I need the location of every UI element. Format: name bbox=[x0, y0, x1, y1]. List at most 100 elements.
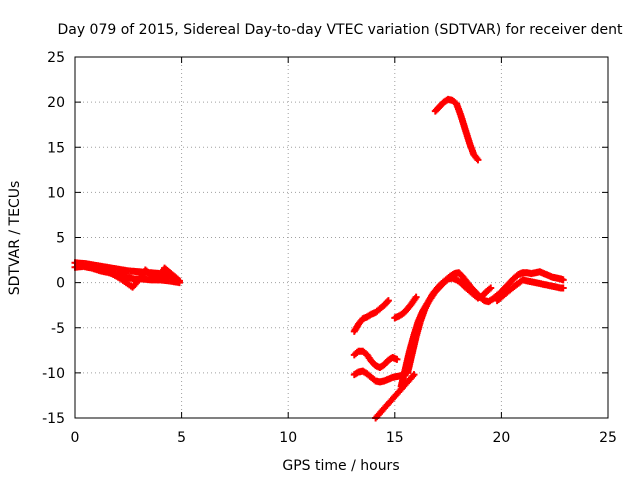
data-point-fill bbox=[373, 306, 382, 315]
data-point-fill bbox=[516, 269, 525, 278]
data-point-fill bbox=[130, 277, 142, 290]
data-point-fill bbox=[117, 275, 129, 285]
data-point-fill bbox=[381, 357, 391, 368]
x-tick-label: 0 bbox=[71, 430, 80, 446]
data-point-fill bbox=[546, 272, 555, 281]
y-tick-labels: -15 -10 -5 0 5 10 15 20 25 bbox=[42, 50, 65, 427]
data-point-fill bbox=[373, 408, 385, 421]
data-point bbox=[412, 293, 420, 301]
data-point-fill bbox=[360, 314, 370, 322]
x-tick-labels: 0 5 10 15 20 25 bbox=[71, 430, 617, 446]
data-point-fill bbox=[356, 316, 366, 327]
data-point-fill bbox=[369, 309, 378, 318]
x-tick-label: 10 bbox=[279, 430, 297, 446]
data-point-fill bbox=[439, 277, 448, 286]
data-point-fill bbox=[149, 273, 160, 283]
data-point-fill bbox=[450, 98, 459, 107]
data-point-fill bbox=[450, 275, 459, 283]
data-point-fill bbox=[392, 387, 404, 399]
y-tick-label: -15 bbox=[42, 411, 65, 427]
data-point-fill bbox=[386, 354, 395, 363]
x-axis-title: GPS time / hours bbox=[282, 458, 399, 474]
data-point-fill bbox=[503, 280, 513, 290]
data-point-fill bbox=[542, 270, 551, 279]
data-point-fill bbox=[456, 270, 466, 280]
data-point-fill bbox=[495, 289, 504, 298]
chart-title: Day 079 of 2015, Sidereal Day-to-day VTE… bbox=[57, 22, 623, 38]
y-tick-label: -5 bbox=[51, 321, 65, 337]
x-tick-label: 15 bbox=[386, 430, 404, 446]
data-point-fill bbox=[377, 302, 387, 312]
y-tick-label: 20 bbox=[47, 95, 65, 111]
data-point-fill bbox=[499, 284, 509, 294]
data-point bbox=[384, 297, 392, 305]
data-point-fill bbox=[352, 348, 361, 358]
y-tick-label: 10 bbox=[47, 185, 65, 201]
series-track-rise-c bbox=[404, 268, 567, 377]
data-point-fill bbox=[162, 265, 174, 276]
data-point-fill bbox=[479, 289, 489, 299]
data-point bbox=[175, 279, 183, 287]
data-point-fill bbox=[495, 287, 512, 303]
data-point-fill bbox=[124, 280, 135, 290]
data-point-fill bbox=[463, 284, 472, 293]
data-point-fill bbox=[381, 298, 391, 308]
data-point-fill bbox=[352, 369, 361, 378]
data-point-fill bbox=[409, 295, 419, 306]
data-point-fill bbox=[437, 99, 447, 109]
data-point-fill bbox=[430, 285, 440, 296]
data-point-fill bbox=[443, 274, 453, 283]
x-tick-label: 20 bbox=[492, 430, 510, 446]
data-point-fill bbox=[448, 271, 457, 279]
data-point-fill bbox=[484, 285, 493, 294]
data-point bbox=[474, 156, 482, 164]
series-track-early-c bbox=[103, 264, 181, 291]
data-point-fill bbox=[386, 374, 395, 383]
data-point-fill bbox=[373, 362, 382, 371]
data-point bbox=[393, 355, 401, 363]
y-axis-title: SDTVAR / TECUs bbox=[7, 181, 23, 296]
data-point-fill bbox=[473, 290, 483, 300]
y-tick-label: 5 bbox=[56, 231, 65, 247]
data-point-fill bbox=[143, 267, 154, 278]
y-tick-label: 0 bbox=[56, 276, 65, 292]
x-tick-label: 25 bbox=[599, 430, 617, 446]
data-point-fill bbox=[377, 362, 387, 371]
data-point-fill bbox=[507, 275, 517, 285]
y-tick-label: 15 bbox=[47, 140, 65, 156]
data-point-fill bbox=[365, 311, 374, 320]
data-point-fill bbox=[478, 294, 487, 303]
data-point-fill bbox=[435, 281, 445, 291]
data-point-fill bbox=[400, 306, 410, 316]
data-point-fill bbox=[458, 280, 468, 290]
data-point-fill bbox=[369, 375, 378, 384]
data-point-fill bbox=[486, 296, 495, 305]
data-point bbox=[487, 284, 495, 292]
axis-ticks bbox=[74, 56, 609, 419]
data-point-fill bbox=[105, 267, 116, 277]
data-series bbox=[71, 95, 567, 422]
series-track-tail bbox=[493, 276, 567, 305]
data-point-fill bbox=[537, 268, 547, 277]
data-point-fill bbox=[405, 301, 415, 311]
data-point-fill bbox=[467, 288, 476, 297]
data-point-fill bbox=[111, 271, 122, 281]
y-tick-label: -10 bbox=[42, 366, 65, 382]
data-point bbox=[559, 276, 567, 284]
y-tick-label: 25 bbox=[47, 50, 65, 66]
data-point-fill bbox=[405, 372, 417, 384]
data-point-fill bbox=[469, 285, 479, 295]
data-point bbox=[559, 284, 567, 292]
data-point-fill bbox=[460, 275, 470, 285]
data-point-fill bbox=[386, 394, 397, 406]
data-point-fill bbox=[464, 280, 474, 291]
data-point-fill bbox=[368, 358, 378, 368]
series-track-13h-mid bbox=[350, 347, 401, 371]
data-point-fill bbox=[432, 104, 442, 114]
x-tick-label: 5 bbox=[177, 430, 186, 446]
data-point bbox=[410, 371, 418, 379]
series-track-high bbox=[431, 95, 482, 164]
series-track-13h-low bbox=[350, 367, 405, 386]
